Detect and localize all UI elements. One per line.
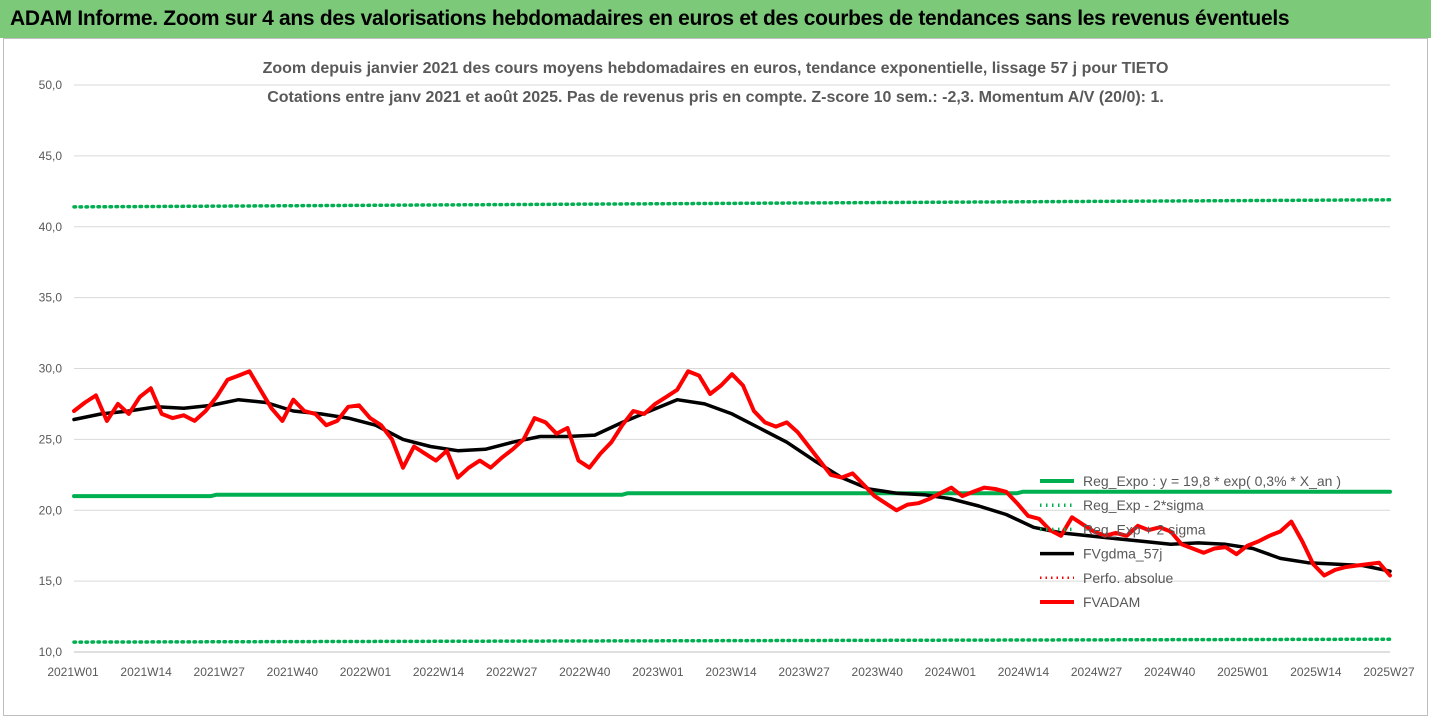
y-tick-label: 25,0 <box>39 432 63 446</box>
x-tick-label: 2025W27 <box>1363 665 1415 679</box>
x-tick-label: 2021W40 <box>267 665 319 679</box>
x-tick-label: 2023W14 <box>705 665 757 679</box>
legend-label: FVgdma_57j <box>1083 546 1162 562</box>
chart-subtitle: Cotations entre janv 2021 et août 2025. … <box>267 89 1164 106</box>
y-tick-label: 35,0 <box>39 291 63 305</box>
y-tick-label: 15,0 <box>39 574 63 588</box>
report-banner-title: ADAM Informe. Zoom sur 4 ans des valoris… <box>0 0 1431 38</box>
x-tick-label: 2022W40 <box>559 665 611 679</box>
legend-label: Reg_Exp - 2*sigma <box>1083 497 1204 513</box>
y-tick-label: 10,0 <box>39 645 63 659</box>
y-tick-label: 45,0 <box>39 149 63 163</box>
series-line-3 <box>72 397 1392 573</box>
x-tick-label: 2023W40 <box>852 665 904 679</box>
legend-label: Reg_Exp + 2 sigma <box>1083 521 1206 537</box>
x-tick-label: 2024W01 <box>925 665 977 679</box>
x-tick-label: 2022W27 <box>486 665 538 679</box>
x-tick-label: 2023W01 <box>632 665 684 679</box>
y-tick-label: 20,0 <box>39 503 63 517</box>
x-tick-label: 2021W01 <box>47 665 99 679</box>
chart-frame <box>3 38 1428 716</box>
x-tick-label: 2022W14 <box>413 665 465 679</box>
x-tick-label: 2025W01 <box>1217 665 1269 679</box>
legend-label: Perfo. absolue <box>1083 570 1173 586</box>
x-tick-label: 2024W40 <box>1144 665 1196 679</box>
series-line-2 <box>72 198 1392 209</box>
series-line-1 <box>72 637 1392 644</box>
x-tick-label: 2023W27 <box>778 665 830 679</box>
x-tick-label: 2024W14 <box>998 665 1050 679</box>
x-tick-label: 2022W01 <box>340 665 392 679</box>
y-tick-label: 30,0 <box>39 362 63 376</box>
legend-label: FVADAM <box>1083 594 1140 610</box>
x-tick-label: 2025W14 <box>1290 665 1342 679</box>
y-tick-label: 50,0 <box>39 78 63 92</box>
x-tick-label: 2024W27 <box>1071 665 1123 679</box>
chart-title: Zoom depuis janvier 2021 des cours moyen… <box>262 60 1169 77</box>
x-tick-label: 2021W27 <box>194 665 246 679</box>
series-line-0 <box>72 489 1392 499</box>
series-line-5 <box>72 369 1392 578</box>
legend-label: Reg_Expo : y = 19,8 * exp( 0,3% * X_an ) <box>1083 473 1341 489</box>
y-tick-label: 40,0 <box>39 220 63 234</box>
x-tick-label: 2021W14 <box>120 665 172 679</box>
